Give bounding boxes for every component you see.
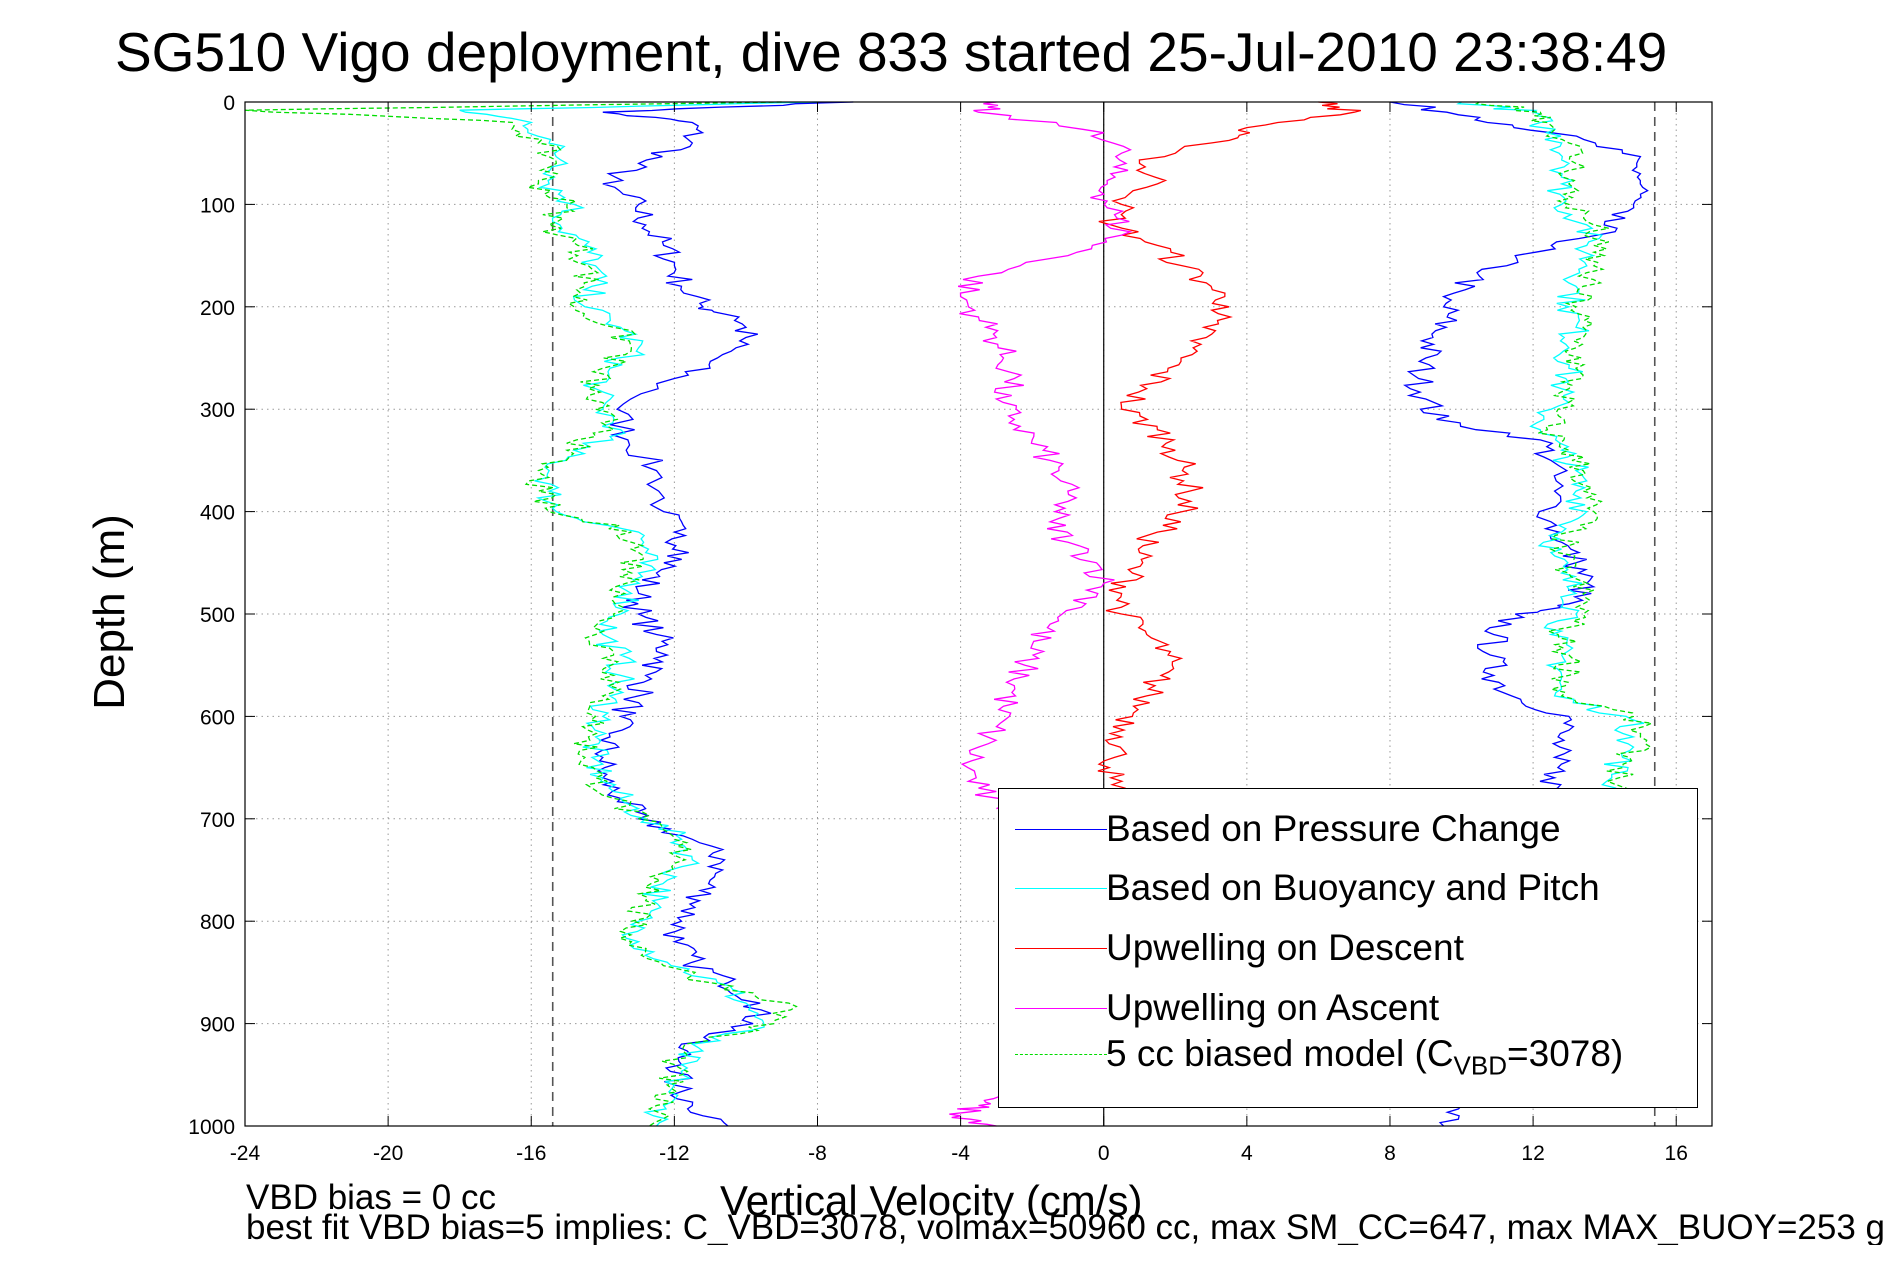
x-tick-label: -24 [230, 1142, 261, 1165]
x-tick-label: -16 [516, 1142, 546, 1165]
y-tick-label: 400 [200, 502, 235, 525]
series-line-3-1 [949, 1094, 1015, 1127]
legend-label-descent: Upwelling on Descent [1106, 927, 1464, 968]
legend-label-pressure: Based on Pressure Change [1106, 808, 1561, 849]
legend-item-descent: Upwelling on Descent [999, 913, 1697, 971]
y-tick-label: 900 [200, 1014, 235, 1037]
legend-swatch-pressure [1015, 829, 1107, 830]
legend-item-buoyancy: Based on Buoyancy and Pitch [999, 853, 1697, 911]
y-tick-label: 800 [200, 911, 235, 934]
series-line-2-0 [1097, 101, 1362, 799]
legend-label-biased-end: =3078) [1507, 1033, 1624, 1074]
series-line-3-0 [957, 101, 1133, 810]
x-tick-label: -8 [808, 1142, 827, 1165]
tick-marks [244, 101, 1712, 1127]
series-group [244, 101, 1655, 1127]
legend-label-ascent: Upwelling on Ascent [1106, 987, 1440, 1028]
y-tick-label: 300 [200, 399, 235, 422]
legend-swatch-ascent [1015, 1008, 1107, 1009]
x-tick-label: 0 [1098, 1142, 1110, 1165]
x-tick-label: 8 [1384, 1142, 1396, 1165]
best-fit-annotation: best fit VBD bias=5 implies: C_VBD=3078,… [246, 1210, 1885, 1245]
legend-label-buoyancy: Based on Buoyancy and Pitch [1106, 867, 1600, 908]
y-tick-labels: 0 100 200 300 400 500 600 700 800 900 1000 [188, 92, 235, 1139]
legend-item-ascent: Upwelling on Ascent [999, 973, 1697, 1031]
legend-label-biased-model: 5 cc biased model (CVBD=3078) [1106, 1033, 1623, 1081]
y-tick-label: 600 [200, 706, 235, 729]
y-tick-label: 0 [223, 92, 235, 115]
x-tick-label: 12 [1521, 1142, 1544, 1165]
series-line-4-1 [1474, 101, 1655, 820]
x-tick-labels: -24 -20 -16 -12 -8 -4 0 4 8 12 16 [230, 1142, 1688, 1165]
x-tick-label: 16 [1665, 1142, 1688, 1165]
legend-swatch-descent [1015, 948, 1107, 949]
legend-item-biased-model: 5 cc biased model (CVBD=3078) [999, 1019, 1697, 1080]
x-tick-label: -4 [951, 1142, 970, 1165]
y-axis-label: Depth (m) [85, 514, 134, 710]
x-tick-label: -12 [659, 1142, 689, 1165]
legend-swatch-buoyancy [1015, 888, 1107, 889]
series-line-1-1 [1456, 101, 1645, 820]
vbd-bias-annotation: VBD bias = 0 cc [246, 1178, 496, 1217]
y-tick-label: 1000 [188, 1116, 235, 1139]
series-line-0-0 [594, 101, 854, 1127]
chart-title: SG510 Vigo deployment, dive 833 started … [115, 21, 1668, 83]
y-tick-label: 500 [200, 604, 235, 627]
y-tick-label: 100 [200, 194, 235, 217]
series-line-1-0 [459, 101, 818, 1127]
y-tick-label: 700 [200, 809, 235, 832]
x-tick-label: -20 [373, 1142, 403, 1165]
series-line-4-0 [244, 101, 798, 1127]
legend-item-pressure: Based on Pressure Change [999, 794, 1697, 852]
x-axis-label: Vertical Velocity (cm/s) [720, 1177, 1143, 1224]
legend: Based on Pressure Change Based on Buoyan… [998, 788, 1698, 1108]
legend-label-biased-sub: VBD [1453, 1050, 1508, 1081]
legend-swatch-biased-model [1015, 1054, 1107, 1055]
x-tick-label: 4 [1241, 1142, 1253, 1165]
legend-label-biased-main: 5 cc biased model (C [1106, 1033, 1454, 1074]
y-tick-label: 200 [200, 297, 235, 320]
